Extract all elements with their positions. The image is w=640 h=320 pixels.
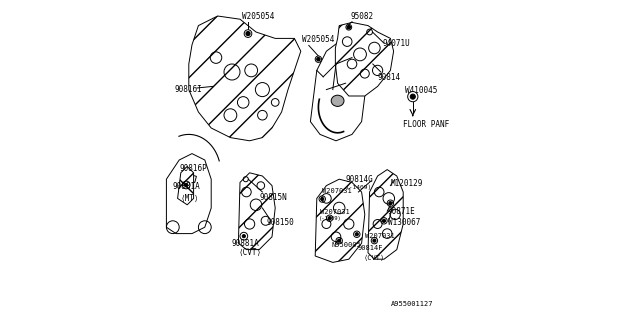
- Polygon shape: [368, 170, 403, 259]
- Circle shape: [347, 26, 351, 29]
- Text: W410045: W410045: [405, 86, 437, 95]
- Circle shape: [355, 233, 358, 236]
- Text: 95082: 95082: [351, 12, 374, 21]
- Circle shape: [372, 239, 376, 242]
- Text: 90871E: 90871E: [387, 207, 415, 216]
- Polygon shape: [335, 22, 394, 96]
- Text: (-1409): (-1409): [319, 216, 342, 221]
- Text: 90814G: 90814G: [346, 175, 373, 184]
- Text: W130067: W130067: [388, 218, 420, 227]
- Text: 90881A: 90881A: [232, 239, 260, 248]
- Text: (-1409⟩: (-1409⟩: [346, 185, 372, 190]
- Circle shape: [383, 219, 385, 222]
- Text: ⟨MT⟩: ⟨MT⟩: [181, 194, 199, 203]
- Circle shape: [315, 56, 321, 62]
- Text: 908150: 908150: [266, 218, 294, 227]
- Text: ⟨CVT⟩: ⟨CVT⟩: [239, 248, 262, 257]
- Text: A955001127: A955001127: [391, 301, 434, 307]
- Circle shape: [408, 92, 418, 102]
- Circle shape: [185, 183, 188, 187]
- Polygon shape: [239, 173, 275, 250]
- Text: W205054: W205054: [302, 35, 335, 44]
- Polygon shape: [189, 16, 301, 141]
- Text: FLOOR PANF: FLOOR PANF: [403, 120, 449, 129]
- Circle shape: [317, 58, 320, 61]
- Text: ⟨CVT⟩: ⟨CVT⟩: [364, 254, 385, 260]
- Polygon shape: [178, 166, 193, 205]
- Circle shape: [388, 202, 392, 205]
- Bar: [182, 173, 196, 182]
- Text: 94071U: 94071U: [383, 39, 410, 48]
- Text: W205054: W205054: [242, 12, 274, 21]
- Text: W207031: W207031: [365, 233, 394, 239]
- Text: 90814F: 90814F: [358, 245, 383, 252]
- Text: 90815N: 90815N: [260, 193, 287, 202]
- Polygon shape: [315, 179, 365, 262]
- Circle shape: [244, 30, 252, 37]
- Circle shape: [338, 239, 341, 242]
- Circle shape: [328, 217, 332, 220]
- Circle shape: [243, 235, 246, 238]
- Circle shape: [346, 24, 352, 30]
- Text: 90814: 90814: [378, 73, 401, 82]
- Text: N950005: N950005: [332, 242, 362, 248]
- Text: 90816P: 90816P: [179, 164, 207, 173]
- Text: 90816I: 90816I: [174, 85, 202, 94]
- Circle shape: [246, 32, 250, 36]
- Text: 90881A: 90881A: [173, 182, 200, 191]
- Circle shape: [321, 197, 324, 201]
- Text: W207031: W207031: [322, 188, 351, 194]
- Circle shape: [410, 94, 415, 99]
- Text: M120129: M120129: [390, 179, 423, 188]
- Ellipse shape: [332, 95, 344, 106]
- Text: W207031: W207031: [320, 209, 349, 215]
